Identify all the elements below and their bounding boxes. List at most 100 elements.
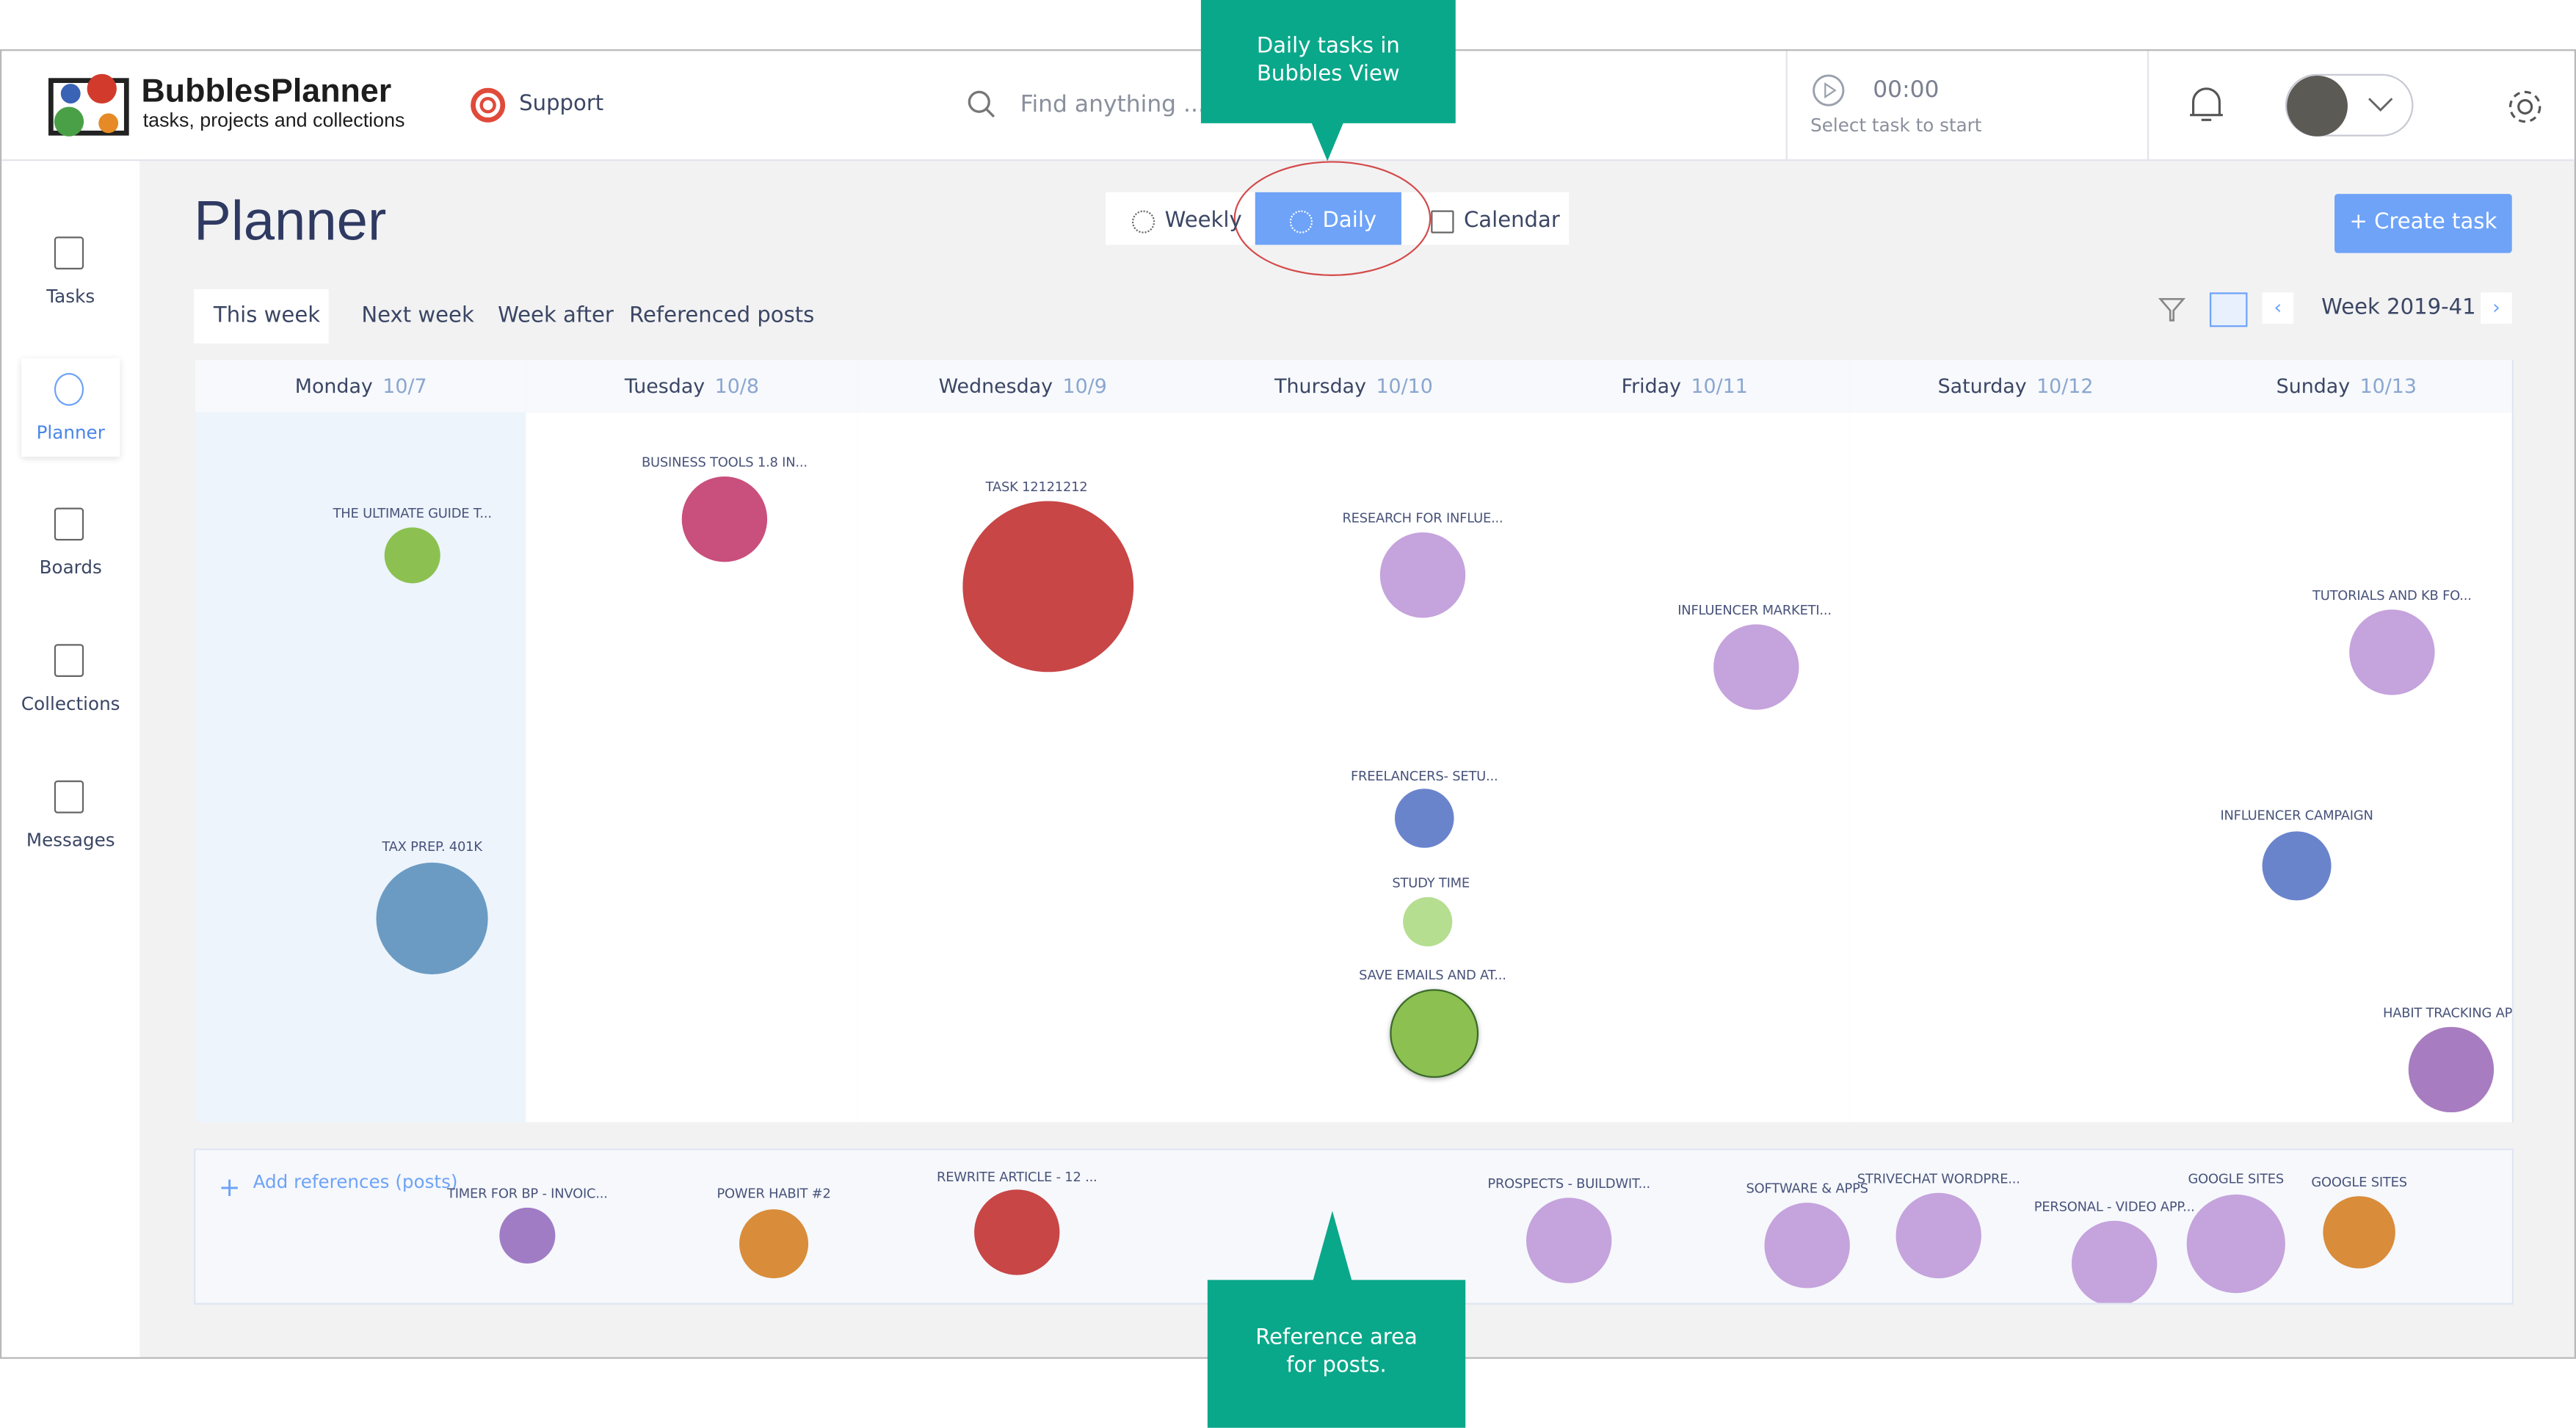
- post-bubble[interactable]: [499, 1207, 556, 1264]
- day-date: 10/12: [2036, 374, 2094, 398]
- day-header: Thursday 10/10: [1188, 360, 1521, 414]
- task-bubble[interactable]: [1379, 532, 1466, 618]
- task-bubble[interactable]: [2408, 1026, 2495, 1113]
- active-tab: [194, 289, 329, 344]
- post-bubble[interactable]: [1526, 1197, 1612, 1283]
- tagline: tasks, projects and collections: [142, 108, 405, 132]
- week-tab[interactable]: This week: [213, 304, 321, 329]
- page-title: Planner: [194, 190, 387, 253]
- user-menu[interactable]: [2285, 73, 2414, 137]
- view-tab[interactable]: Daily: [1322, 209, 1377, 233]
- day-column: TUTORIALS AND KB FO... INFLUENCER CAMPAIG…: [2180, 412, 2514, 1123]
- divider: [1785, 51, 1788, 160]
- divider: [2147, 51, 2149, 160]
- day-column: THE ULTIMATE GUIDE T... TAX PREP. 401K: [195, 412, 529, 1123]
- day-date: 10/11: [1691, 374, 1748, 398]
- task-bubble[interactable]: [1403, 896, 1453, 947]
- day-header: Saturday 10/12: [1850, 360, 2183, 414]
- task-label: TASK 12121212: [985, 479, 1088, 495]
- task-label: INFLUENCER CAMPAIGN: [2220, 808, 2373, 824]
- day-column: INFLUENCER MARKETI...: [1519, 412, 1852, 1123]
- sidebar-item[interactable]: Tasks: [46, 286, 95, 308]
- task-bubble[interactable]: [2262, 831, 2332, 901]
- post-bubble[interactable]: [1764, 1203, 1850, 1289]
- day-column: BUSINESS TOOLS 1.8 IN...: [526, 412, 860, 1123]
- task-bubble[interactable]: [376, 862, 488, 975]
- create-task-button[interactable]: + Create task: [2334, 194, 2512, 253]
- day-name: Thursday: [1274, 374, 1367, 398]
- day-header: Sunday 10/13: [2180, 360, 2514, 414]
- visibility-toggle[interactable]: [2209, 292, 2248, 327]
- task-label: INFLUENCER MARKETI...: [1677, 603, 1832, 618]
- add-icon[interactable]: +: [218, 1171, 241, 1203]
- post-label: REWRITE ARTICLE - 12 ...: [936, 1170, 1097, 1185]
- sidebar: [1, 161, 140, 1358]
- task-bubble[interactable]: [681, 476, 768, 562]
- brand: BubblesPlanner: [141, 73, 392, 110]
- sidebar-item[interactable]: Planner: [36, 422, 105, 444]
- post-bubble[interactable]: [1895, 1192, 1981, 1279]
- task-bubble[interactable]: [1390, 989, 1479, 1079]
- task-label: FREELANCERS- SETU...: [1350, 769, 1498, 784]
- play-icon[interactable]: [1810, 72, 1846, 108]
- week-tab[interactable]: Week after: [498, 304, 614, 329]
- week-tab[interactable]: Referenced posts: [629, 304, 815, 329]
- sidebar-icon: [54, 373, 84, 406]
- post-bubble[interactable]: [2323, 1196, 2395, 1269]
- prev-week[interactable]: ‹: [2262, 292, 2294, 324]
- sidebar-item[interactable]: Collections: [21, 693, 120, 715]
- day-header: Monday 10/7: [195, 360, 529, 414]
- search-input[interactable]: Find anything ...: [1020, 92, 1205, 119]
- week-tab[interactable]: Next week: [361, 304, 474, 329]
- task-label: SAVE EMAILS AND AT...: [1359, 968, 1506, 983]
- post-label: STRIVECHAT WORDPRE...: [1857, 1171, 2020, 1186]
- search-icon: [968, 90, 995, 118]
- day-name: Saturday: [1937, 374, 2027, 398]
- post-bubble[interactable]: [2071, 1220, 2158, 1303]
- add-references[interactable]: Add references (posts): [253, 1171, 458, 1193]
- settings-icon[interactable]: [2506, 87, 2545, 127]
- post-label: PROSPECTS - BUILDWIT...: [1487, 1176, 1651, 1192]
- sidebar-item[interactable]: Messages: [26, 830, 115, 852]
- logo: [48, 73, 129, 137]
- task-label: TAX PREP. 401K: [382, 839, 482, 855]
- timer: 00:00: [1873, 77, 1940, 104]
- sidebar-item[interactable]: Boards: [39, 557, 102, 579]
- day-header: Wednesday 10/9: [857, 360, 1190, 414]
- avatar: [2287, 75, 2348, 137]
- view-tab[interactable]: Calendar: [1463, 209, 1560, 233]
- support-link[interactable]: Support: [519, 92, 604, 117]
- task-label: BUSINESS TOOLS 1.8 IN...: [641, 454, 808, 471]
- post-label: PERSONAL - VIDEO APP...: [2033, 1199, 2195, 1214]
- task-label: HABIT TRACKING API: [2383, 1005, 2514, 1021]
- chevron: [2368, 98, 2393, 112]
- view-icon: [1431, 210, 1454, 233]
- day-date: 10/10: [1376, 374, 1433, 398]
- post-bubble[interactable]: [2186, 1194, 2285, 1294]
- task-bubble[interactable]: [1713, 624, 1799, 710]
- day-column: TASK 12121212: [857, 412, 1190, 1123]
- callout-pointer: [1310, 121, 1344, 162]
- day-column: RESEARCH FOR INFLUE... FREELANCERS- SETU.…: [1188, 412, 1521, 1123]
- task-bubble[interactable]: [962, 501, 1134, 673]
- callout-pointer: [1313, 1211, 1352, 1282]
- task-bubble[interactable]: [1394, 789, 1454, 848]
- view-icon: [1289, 210, 1313, 233]
- post-bubble[interactable]: [739, 1209, 809, 1279]
- next-week[interactable]: ›: [2481, 292, 2512, 324]
- task-bubble[interactable]: [384, 527, 440, 584]
- task-bubble[interactable]: [2349, 609, 2435, 695]
- filter-icon[interactable]: [2157, 294, 2186, 324]
- sidebar-icon: [54, 236, 84, 270]
- week-label: Week 2019-41: [2321, 295, 2476, 321]
- day-column: [1850, 412, 2183, 1123]
- notifications-icon[interactable]: [2187, 84, 2227, 126]
- post-bubble[interactable]: [974, 1189, 1060, 1275]
- support-icon: [471, 87, 506, 123]
- post-label: GOOGLE SITES: [2311, 1175, 2407, 1190]
- timer-hint: Select task to start: [1810, 115, 1982, 137]
- day-header: Tuesday 10/8: [526, 360, 860, 414]
- reference-area: + Add references (posts) TIMER FOR BP - IN…: [194, 1148, 2514, 1305]
- view-tab[interactable]: Weekly: [1164, 209, 1242, 233]
